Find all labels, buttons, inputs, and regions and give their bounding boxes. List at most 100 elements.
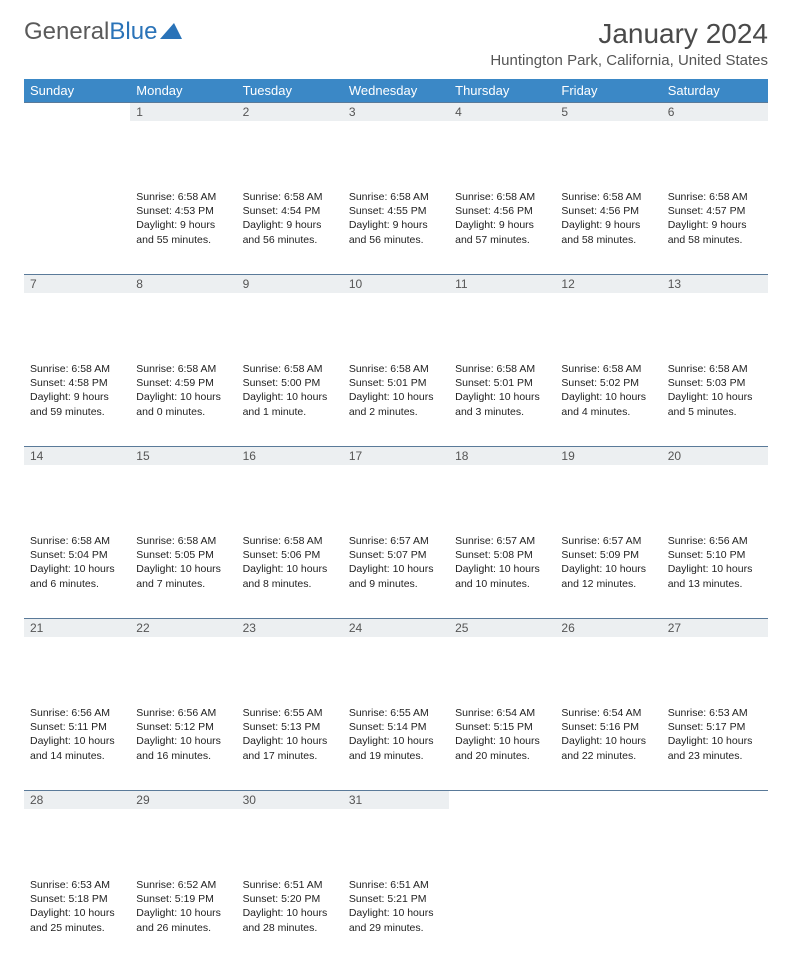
sunrise-text: Sunrise: 6:55 AM bbox=[349, 706, 443, 720]
day-number: 18 bbox=[449, 446, 555, 465]
brand-word2: Blue bbox=[109, 18, 157, 46]
sunset-text: Sunset: 4:53 PM bbox=[136, 204, 230, 218]
sunset-text: Sunset: 4:58 PM bbox=[30, 376, 124, 390]
brand-triangle-icon bbox=[160, 18, 182, 46]
sunset-text: Sunset: 4:56 PM bbox=[455, 204, 549, 218]
calendar-cell: Sunrise: 6:58 AMSunset: 5:02 PMDaylight:… bbox=[555, 360, 661, 446]
daylight-text: Daylight: 9 hours and 58 minutes. bbox=[668, 218, 762, 246]
day-number: 25 bbox=[449, 618, 555, 637]
calendar-cell: Sunrise: 6:58 AMSunset: 4:56 PMDaylight:… bbox=[555, 188, 661, 274]
weekday-header: Wednesday bbox=[343, 79, 449, 102]
calendar-cell: Sunrise: 6:57 AMSunset: 5:09 PMDaylight:… bbox=[555, 532, 661, 618]
sunrise-text: Sunrise: 6:58 AM bbox=[136, 534, 230, 548]
sunset-text: Sunset: 5:01 PM bbox=[349, 376, 443, 390]
calendar-cell: Sunrise: 6:58 AMSunset: 4:56 PMDaylight:… bbox=[449, 188, 555, 274]
sunrise-text: Sunrise: 6:58 AM bbox=[243, 190, 337, 204]
calendar-cell: Sunrise: 6:58 AMSunset: 4:54 PMDaylight:… bbox=[237, 188, 343, 274]
sunrise-text: Sunrise: 6:53 AM bbox=[668, 706, 762, 720]
day-number: 3 bbox=[343, 102, 449, 121]
brand-word1: General bbox=[24, 18, 109, 46]
daylight-text: Daylight: 10 hours and 7 minutes. bbox=[136, 562, 230, 590]
sunset-text: Sunset: 5:21 PM bbox=[349, 892, 443, 906]
daylight-text: Daylight: 9 hours and 55 minutes. bbox=[136, 218, 230, 246]
sunrise-text: Sunrise: 6:52 AM bbox=[136, 878, 230, 892]
sunset-text: Sunset: 4:57 PM bbox=[668, 204, 762, 218]
weekday-header: Friday bbox=[555, 79, 661, 102]
sunset-text: Sunset: 5:01 PM bbox=[455, 376, 549, 390]
sunrise-text: Sunrise: 6:58 AM bbox=[561, 362, 655, 376]
day-number: 7 bbox=[24, 274, 130, 293]
day-number: 29 bbox=[130, 790, 236, 809]
sunset-text: Sunset: 5:05 PM bbox=[136, 548, 230, 562]
sunset-text: Sunset: 5:14 PM bbox=[349, 720, 443, 734]
sunrise-text: Sunrise: 6:55 AM bbox=[243, 706, 337, 720]
daylight-text: Daylight: 9 hours and 56 minutes. bbox=[243, 218, 337, 246]
day-number: 5 bbox=[555, 102, 661, 121]
sunrise-text: Sunrise: 6:51 AM bbox=[243, 878, 337, 892]
calendar-cell: Sunrise: 6:52 AMSunset: 5:19 PMDaylight:… bbox=[130, 876, 236, 962]
sunset-text: Sunset: 5:02 PM bbox=[561, 376, 655, 390]
sunset-text: Sunset: 4:59 PM bbox=[136, 376, 230, 390]
day-number: 19 bbox=[555, 446, 661, 465]
day-number: 12 bbox=[555, 274, 661, 293]
sunrise-text: Sunrise: 6:58 AM bbox=[30, 362, 124, 376]
sunrise-text: Sunrise: 6:58 AM bbox=[455, 362, 549, 376]
daylight-text: Daylight: 10 hours and 28 minutes. bbox=[243, 906, 337, 934]
daylight-text: Daylight: 10 hours and 0 minutes. bbox=[136, 390, 230, 418]
calendar-cell: Sunrise: 6:58 AMSunset: 5:03 PMDaylight:… bbox=[662, 360, 768, 446]
sunrise-text: Sunrise: 6:51 AM bbox=[349, 878, 443, 892]
sunrise-text: Sunrise: 6:54 AM bbox=[561, 706, 655, 720]
weekday-header: Thursday bbox=[449, 79, 555, 102]
daylight-text: Daylight: 9 hours and 57 minutes. bbox=[455, 218, 549, 246]
day-number: 10 bbox=[343, 274, 449, 293]
sunset-text: Sunset: 5:15 PM bbox=[455, 720, 549, 734]
daylight-text: Daylight: 10 hours and 17 minutes. bbox=[243, 734, 337, 762]
sunset-text: Sunset: 5:13 PM bbox=[243, 720, 337, 734]
daylight-text: Daylight: 10 hours and 14 minutes. bbox=[30, 734, 124, 762]
sunrise-text: Sunrise: 6:58 AM bbox=[455, 190, 549, 204]
day-number bbox=[449, 790, 555, 809]
daylight-text: Daylight: 10 hours and 22 minutes. bbox=[561, 734, 655, 762]
calendar-cell: Sunrise: 6:58 AMSunset: 5:01 PMDaylight:… bbox=[449, 360, 555, 446]
day-number: 20 bbox=[662, 446, 768, 465]
day-number: 23 bbox=[237, 618, 343, 637]
calendar-cell: Sunrise: 6:58 AMSunset: 4:55 PMDaylight:… bbox=[343, 188, 449, 274]
sunrise-text: Sunrise: 6:56 AM bbox=[668, 534, 762, 548]
daylight-text: Daylight: 10 hours and 23 minutes. bbox=[668, 734, 762, 762]
sunset-text: Sunset: 5:16 PM bbox=[561, 720, 655, 734]
calendar-cell bbox=[24, 188, 130, 274]
daylight-text: Daylight: 10 hours and 8 minutes. bbox=[243, 562, 337, 590]
daylight-text: Daylight: 10 hours and 26 minutes. bbox=[136, 906, 230, 934]
sunrise-text: Sunrise: 6:58 AM bbox=[349, 362, 443, 376]
sunrise-text: Sunrise: 6:58 AM bbox=[136, 362, 230, 376]
day-number bbox=[24, 102, 130, 121]
day-number: 16 bbox=[237, 446, 343, 465]
sunrise-text: Sunrise: 6:53 AM bbox=[30, 878, 124, 892]
day-number: 8 bbox=[130, 274, 236, 293]
daylight-text: Daylight: 10 hours and 5 minutes. bbox=[668, 390, 762, 418]
day-number: 4 bbox=[449, 102, 555, 121]
calendar-cell: Sunrise: 6:54 AMSunset: 5:15 PMDaylight:… bbox=[449, 704, 555, 790]
calendar-cell: Sunrise: 6:57 AMSunset: 5:08 PMDaylight:… bbox=[449, 532, 555, 618]
calendar-cell: Sunrise: 6:53 AMSunset: 5:18 PMDaylight:… bbox=[24, 876, 130, 962]
sunset-text: Sunset: 4:56 PM bbox=[561, 204, 655, 218]
day-number: 27 bbox=[662, 618, 768, 637]
calendar-cell: Sunrise: 6:58 AMSunset: 5:01 PMDaylight:… bbox=[343, 360, 449, 446]
calendar-cell: Sunrise: 6:58 AMSunset: 4:59 PMDaylight:… bbox=[130, 360, 236, 446]
sunrise-text: Sunrise: 6:58 AM bbox=[561, 190, 655, 204]
day-number: 13 bbox=[662, 274, 768, 293]
daylight-text: Daylight: 10 hours and 19 minutes. bbox=[349, 734, 443, 762]
day-number bbox=[555, 790, 661, 809]
sunset-text: Sunset: 5:20 PM bbox=[243, 892, 337, 906]
sunrise-text: Sunrise: 6:57 AM bbox=[349, 534, 443, 548]
day-number: 11 bbox=[449, 274, 555, 293]
calendar-cell: Sunrise: 6:58 AMSunset: 4:58 PMDaylight:… bbox=[24, 360, 130, 446]
sunset-text: Sunset: 5:11 PM bbox=[30, 720, 124, 734]
page-title: January 2024 bbox=[598, 18, 768, 50]
sunrise-text: Sunrise: 6:58 AM bbox=[349, 190, 443, 204]
sunrise-text: Sunrise: 6:58 AM bbox=[136, 190, 230, 204]
daylight-text: Daylight: 9 hours and 59 minutes. bbox=[30, 390, 124, 418]
day-number bbox=[662, 790, 768, 809]
sunrise-text: Sunrise: 6:57 AM bbox=[561, 534, 655, 548]
sunrise-text: Sunrise: 6:54 AM bbox=[455, 706, 549, 720]
